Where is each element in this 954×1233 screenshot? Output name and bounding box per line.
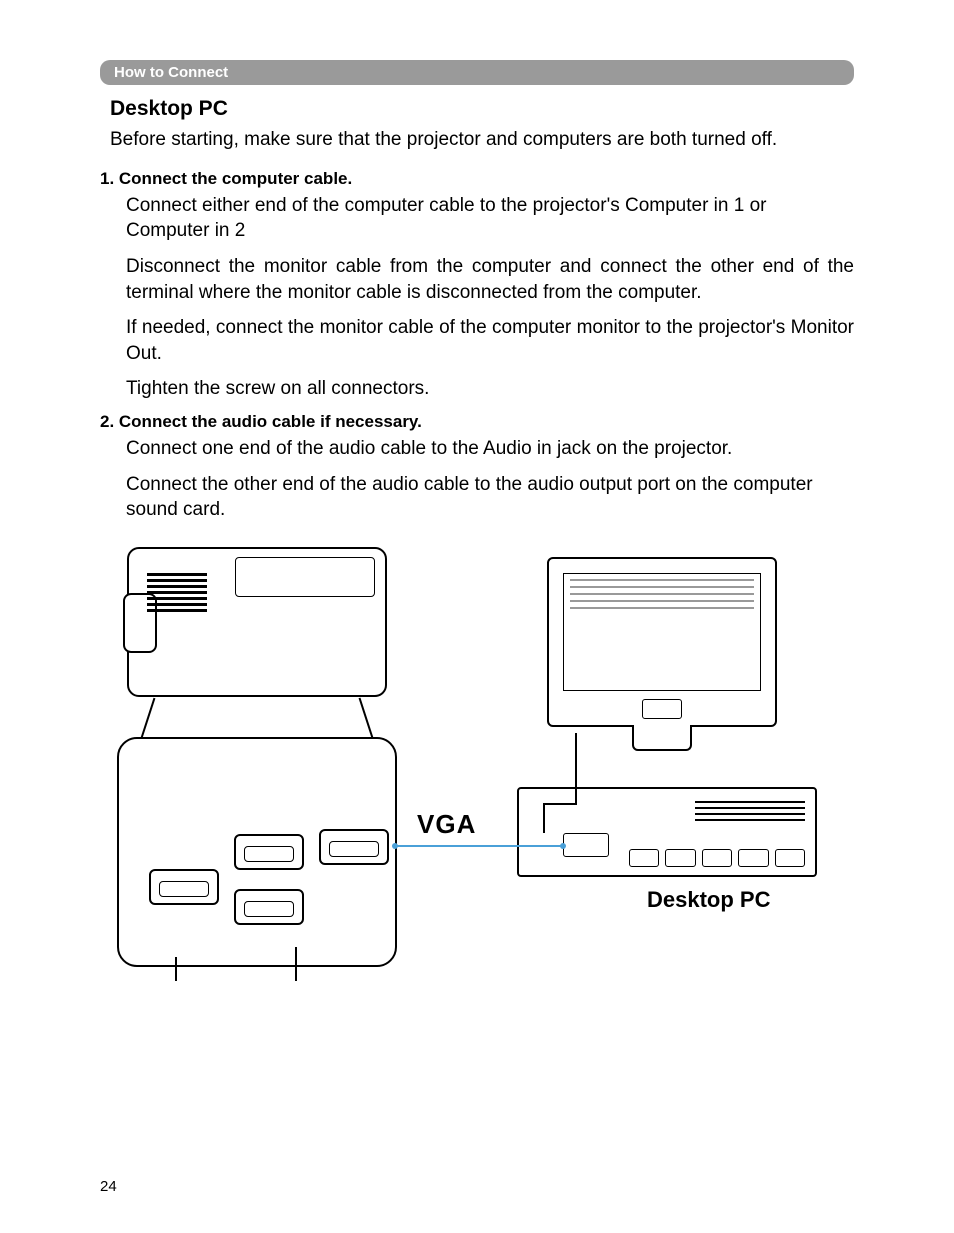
desktop-pc-illustration <box>517 787 817 877</box>
step1-p1: Connect either end of the computer cable… <box>126 193 854 244</box>
intro-text: Before starting, make sure that the proj… <box>110 127 854 153</box>
monitor-stand <box>632 725 692 751</box>
step2-heading: 2. Connect the audio cable if necessary. <box>100 412 854 432</box>
zoom-perspective-lines <box>129 757 385 817</box>
monitor-illustration <box>547 557 777 727</box>
section-header: How to Connect <box>100 60 854 85</box>
callout-line <box>359 698 373 738</box>
connection-diagram: VGA Desktop PC <box>117 547 837 987</box>
desktop-pc-label: Desktop PC <box>647 887 770 913</box>
pc-rear-ports <box>629 849 805 867</box>
vga-connection-line <box>395 845 563 847</box>
section-header-text: How to Connect <box>114 64 228 81</box>
vga-label: VGA <box>417 809 476 840</box>
step1-p4: Tighten the screw on all connectors. <box>126 376 854 402</box>
monitor-screen-back <box>563 573 761 691</box>
projector-grille <box>147 573 207 623</box>
cable-segment <box>543 803 545 833</box>
vga-port <box>234 889 304 925</box>
cable-segment <box>545 803 577 805</box>
vga-port <box>319 829 389 865</box>
step2-p2: Connect the other end of the audio cable… <box>126 472 854 523</box>
pc-vga-port <box>563 833 609 857</box>
step1-p2: Disconnect the monitor cable from the co… <box>126 254 854 305</box>
step1-p3: If needed, connect the monitor cable of … <box>126 315 854 366</box>
monitor-vga-port <box>642 699 682 719</box>
step2-p1: Connect one end of the audio cable to th… <box>126 436 854 462</box>
pc-drive-bay <box>695 801 805 831</box>
projector-ports-zoom <box>117 737 397 967</box>
vga-port <box>149 869 219 905</box>
page-title: Desktop PC <box>110 97 854 121</box>
projector-top-panel <box>235 557 375 597</box>
projector-illustration <box>127 547 387 697</box>
vga-port <box>234 834 304 870</box>
callout-line <box>141 698 155 738</box>
step1-heading: 1. Connect the computer cable. <box>100 169 854 189</box>
page-number: 24 <box>100 1178 117 1195</box>
cable-segment <box>175 957 177 981</box>
cable-segment <box>575 733 577 803</box>
cable-segment <box>295 947 297 981</box>
